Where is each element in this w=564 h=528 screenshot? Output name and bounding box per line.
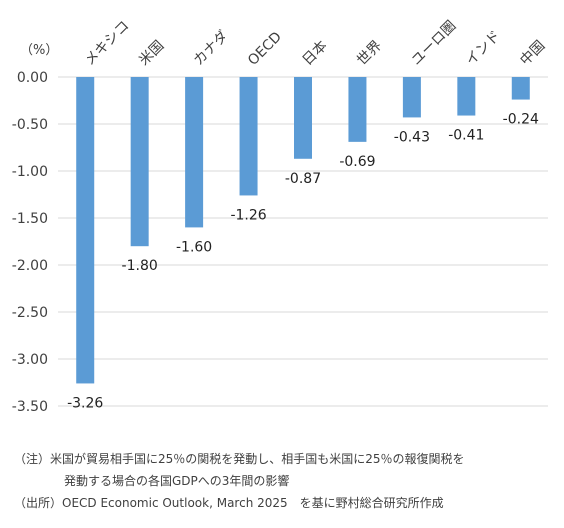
value-labels: -3.26 -1.80 -1.60 -1.26 -0.87 -0.69 -0.43 -0.41… (67, 112, 539, 412)
bar (348, 77, 367, 142)
value-label: -0.24 (503, 112, 539, 128)
bar (402, 77, 421, 118)
bar (294, 77, 312, 159)
unit-label: （%） (20, 43, 58, 58)
category-label: ユーロ圏 (408, 18, 459, 69)
y-axis-ticks: 0.00 -0.50 -1.00 -1.50 -2.00 -2.50 -3.00 -3.50 (12, 70, 48, 415)
value-label: -1.60 (176, 239, 212, 255)
value-label: -1.26 (230, 207, 266, 223)
y-tick-label: -2.00 (12, 258, 48, 274)
y-tick-label: -2.50 (12, 305, 48, 321)
bar (185, 77, 204, 228)
note-line-1: （注）米国が貿易相手国に25％の関税を発動し、相手国も米国に25％の報復関税を (14, 452, 465, 466)
category-label: カナダ (191, 28, 232, 69)
y-tick-label: -1.00 (12, 164, 48, 180)
category-label: 日本 (300, 38, 331, 69)
note-line-2: 発動する場合の各国GDPへの3年間の影響 (64, 474, 290, 488)
category-label: 米国 (136, 38, 167, 69)
category-label: メキシコ (82, 18, 133, 69)
chart-notes: （注）米国が貿易相手国に25％の関税を発動し、相手国も米国に25％の報復関税を … (14, 448, 559, 514)
y-tick-label: -3.50 (12, 399, 48, 415)
y-tick-label: -0.50 (12, 117, 48, 133)
bars (76, 77, 530, 384)
y-tick-label: -3.00 (12, 352, 48, 368)
bar (457, 77, 476, 116)
value-label: -1.80 (122, 258, 158, 274)
value-label: -0.43 (394, 129, 430, 145)
bar (239, 77, 258, 196)
category-label: 中国 (517, 38, 548, 69)
value-label: -3.26 (67, 395, 103, 411)
y-tick-label: 0.00 (17, 70, 48, 86)
y-tick-label: -1.50 (12, 211, 48, 227)
bar (76, 77, 95, 384)
bar (130, 77, 149, 247)
category-label: インド (463, 28, 504, 69)
source-note: （出所）OECD Economic Outlook, March 2025 を基… (14, 496, 444, 510)
category-label: OECD (245, 29, 285, 69)
bar (511, 77, 530, 100)
bar-chart: （%） 0.00 -0.50 -1.00 -1.50 -2.00 -2.50 -3.00 -3… (12, 18, 549, 415)
value-label: -0.69 (339, 154, 375, 170)
value-label: -0.41 (448, 128, 484, 144)
value-label: -0.87 (285, 171, 321, 187)
category-label: 世界 (354, 38, 385, 69)
category-labels: メキシコ 米国 カナダ OECD 日本 世界 ユーロ圏 インド 中国 (82, 18, 549, 69)
